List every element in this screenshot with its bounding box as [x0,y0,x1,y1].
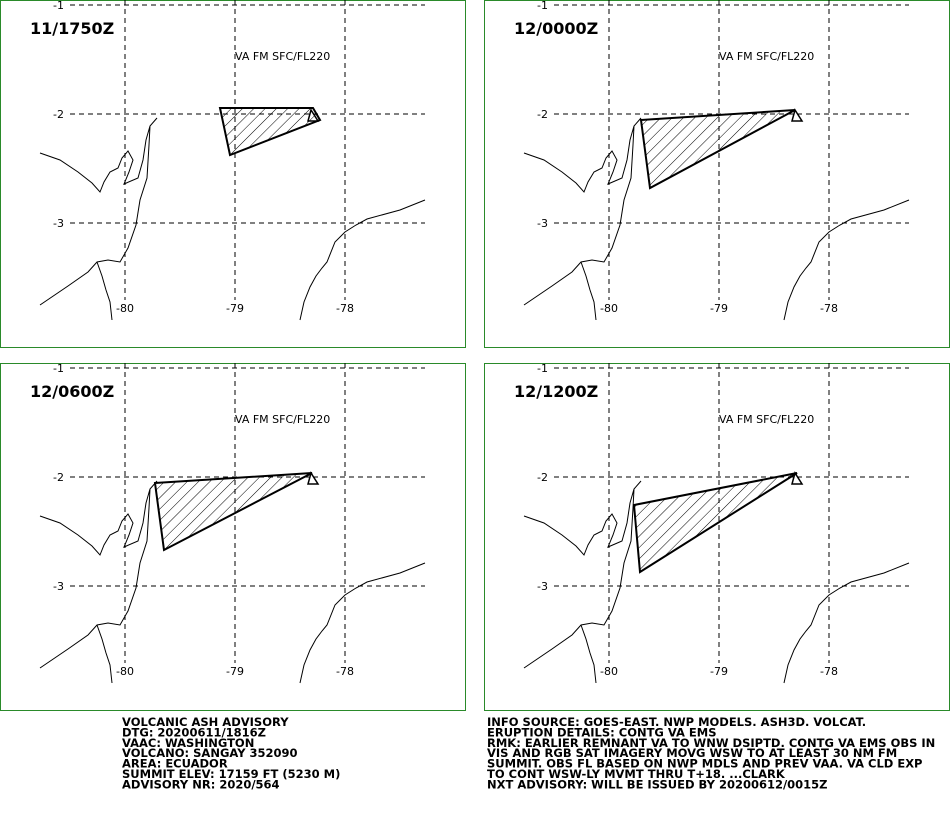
advisory-line: ERUPTION DETAILS: CONTG VA EMS [487,725,716,739]
latitude-label: -1 [537,362,548,375]
flight-level: VA FM SFC/FL220 [235,50,330,63]
volcano-marker [791,108,804,122]
advisory-line: SUMMIT ELEV: 17159 FT (5230 M) [122,767,340,781]
latitude-label: -1 [53,362,64,375]
coastline [523,117,642,321]
longitude-label: -78 [336,302,354,315]
longitude-label: -79 [226,302,244,315]
ash-area [632,472,798,574]
valid-time: 12/0600Z [30,382,114,401]
latitude-label: -3 [53,580,64,593]
flight-level: VA FM SFC/FL220 [235,413,330,426]
latitude-label: -3 [537,580,548,593]
latitude-label: -2 [53,471,64,484]
ash-area [218,107,322,157]
longitude-label: -79 [226,665,244,678]
map-panel: 12/0600Z VA FM SFC/FL220 -1 -2 -3 -80 -79 -78 [0,362,466,711]
latitude-label: -1 [537,0,548,12]
advisory-line: TO CONT WSW-LY MVMT THRU T+18. ...CLARK [487,767,786,781]
advisory-line: RMK: EARLIER REMNANT VA TO WNW DSIPTD. C… [487,736,935,750]
latitude-label: -2 [537,471,548,484]
longitude-label: -80 [600,302,618,315]
panel-frame [484,0,950,348]
advisory-line: VOLCANO: SANGAY 352090 [122,746,298,760]
volcano-marker [307,471,320,485]
longitude-label: -80 [116,302,134,315]
valid-time: 12/0000Z [514,19,598,38]
advisory-line: VAAC: WASHINGTON [122,736,254,750]
coastline [523,480,642,684]
longitude-label: -80 [600,665,618,678]
panel-frame [484,363,950,711]
volcano-marker [791,471,804,485]
ash-area [153,472,313,552]
valid-time: 11/1750Z [30,19,114,38]
longitude-label: -79 [710,302,728,315]
valid-time: 12/1200Z [514,382,598,401]
latitude-label: -2 [53,108,64,121]
coastline [783,199,910,321]
latitude-label: -1 [53,0,64,12]
advisory-line: INFO SOURCE: GOES-EAST. NWP MODELS. ASH3… [487,715,866,729]
ash-area [639,109,796,190]
panel-frame [0,0,466,348]
advisory-line: AREA: ECUADOR [122,757,228,771]
latitude-label: -3 [53,217,64,230]
longitude-label: -80 [116,665,134,678]
coastline [299,199,426,321]
coastline [39,117,158,321]
advisory-line: DTG: 20200611/1816Z [122,725,266,739]
coastline [299,562,426,684]
advisory-line: SUMMIT. OBS FL BASED ON NWP MDLS AND PRE… [487,757,923,771]
longitude-label: -79 [710,665,728,678]
latitude-label: -3 [537,217,548,230]
longitude-label: -78 [820,302,838,315]
map-panel: 12/1200Z VA FM SFC/FL220 -1 -2 -3 -80 -79 -78 [484,362,950,711]
advisory-line: ADVISORY NR: 2020/564 [122,777,280,791]
latitude-label: -2 [537,108,548,121]
longitude-label: -78 [336,665,354,678]
longitude-label: -78 [820,665,838,678]
flight-level: VA FM SFC/FL220 [719,413,814,426]
map-panel: 12/0000Z VA FM SFC/FL220 -1 -2 -3 -80 -79 -78 [484,0,950,348]
advisory-line: NXT ADVISORY: WILL BE ISSUED BY 20200612… [487,777,828,791]
coastline [783,562,910,684]
volcano-marker [307,108,320,122]
panel-frame [0,363,466,711]
coastline [39,480,158,684]
advisory-line: VOLCANIC ASH ADVISORY [122,715,289,729]
map-panel: 11/1750Z VA FM SFC/FL220 -1 -2 -3 -80 -79 -78 [0,0,466,348]
advisory-line: VIS AND RGB SAT IMAGERY MOVG WSW TO AT L… [487,746,897,760]
flight-level: VA FM SFC/FL220 [719,50,814,63]
